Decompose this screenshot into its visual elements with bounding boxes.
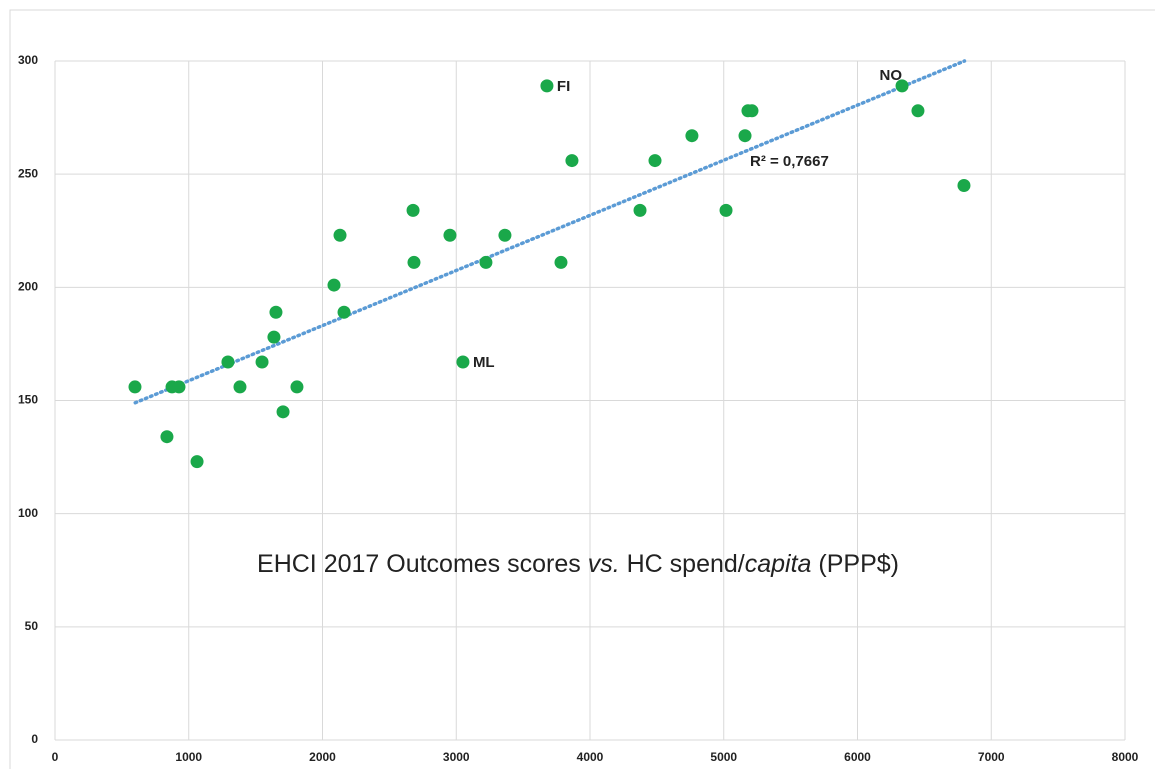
- point: [565, 154, 579, 168]
- y-tick-label: 200: [18, 280, 38, 294]
- x-tick-label: 6000: [844, 750, 871, 764]
- chart-title: EHCI 2017 Outcomes scores vs. HC spend/c…: [257, 550, 899, 578]
- y-tick-label: 50: [25, 619, 39, 633]
- point: [685, 129, 699, 143]
- point: [337, 305, 351, 319]
- x-tick-label: 1000: [175, 750, 202, 764]
- y-tick-label: 100: [18, 506, 38, 520]
- point: [479, 255, 493, 269]
- y-tick-label: 300: [18, 53, 38, 67]
- x-tick-label: 0: [52, 750, 59, 764]
- point: [633, 203, 647, 217]
- point: [407, 255, 421, 269]
- x-tick-label: 4000: [577, 750, 604, 764]
- point: [498, 228, 512, 242]
- point: [221, 355, 235, 369]
- point: [128, 380, 142, 394]
- title-part: (PPP$): [811, 550, 899, 578]
- point: [406, 203, 420, 217]
- x-tick-label: 2000: [309, 750, 336, 764]
- point: [738, 129, 752, 143]
- point-label: ML: [473, 354, 495, 371]
- point: [443, 228, 457, 242]
- x-tick-label: 3000: [443, 750, 470, 764]
- chart-border: [9, 9, 1155, 769]
- x-tick-label: 7000: [978, 750, 1005, 764]
- point: [333, 228, 347, 242]
- r-squared-label: R² = 0,7667: [750, 153, 829, 170]
- point-label: NO: [880, 67, 903, 84]
- title-part: vs.: [588, 550, 620, 578]
- point-label: FI: [557, 78, 570, 95]
- point: [255, 355, 269, 369]
- point: [190, 455, 204, 469]
- title-part: capita: [745, 550, 812, 578]
- title-part: HC spend/: [620, 550, 745, 578]
- point: [456, 355, 470, 369]
- point: [269, 305, 283, 319]
- point: [267, 330, 281, 344]
- point: [895, 79, 909, 93]
- point: [745, 104, 759, 118]
- y-tick-label: 0: [31, 732, 38, 746]
- point: [160, 430, 174, 444]
- point: [327, 278, 341, 292]
- point: [554, 255, 568, 269]
- point: [540, 79, 554, 93]
- point: [648, 154, 662, 168]
- point: [957, 178, 971, 192]
- title-part: EHCI 2017 Outcomes scores: [257, 550, 588, 578]
- point: [233, 380, 247, 394]
- x-tick-label: 8000: [1112, 750, 1139, 764]
- y-tick-label: 250: [18, 166, 38, 180]
- point: [276, 405, 290, 419]
- point: [290, 380, 304, 394]
- point: [911, 104, 925, 118]
- x-tick-label: 5000: [710, 750, 737, 764]
- y-tick-label: 150: [18, 393, 38, 407]
- point: [719, 203, 733, 217]
- point: [172, 380, 186, 394]
- trendline: [133, 59, 967, 405]
